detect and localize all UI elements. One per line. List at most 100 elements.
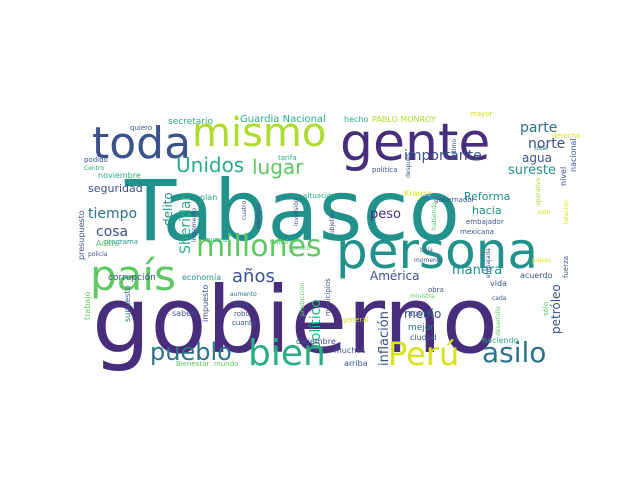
word: desarrollo <box>495 306 502 336</box>
word: Tabasco <box>124 162 460 260</box>
word: Adán <box>96 239 116 248</box>
word: noviembre <box>98 171 141 180</box>
word: sido <box>538 209 551 216</box>
word: después <box>405 153 412 178</box>
word: nunca <box>206 236 227 244</box>
word: política <box>372 166 397 174</box>
word: años <box>232 266 275 287</box>
word: manera <box>452 263 502 278</box>
word: secretario <box>168 117 213 127</box>
word: países <box>532 257 551 264</box>
word: parte <box>520 120 557 136</box>
word: general <box>342 316 369 324</box>
word: ciudad <box>410 333 437 342</box>
word: Reforma <box>464 190 510 203</box>
word: momento <box>414 257 443 264</box>
word: nivel <box>559 167 568 186</box>
word: relación <box>563 200 570 224</box>
word: economía <box>182 273 221 282</box>
word: gente <box>340 113 490 173</box>
word: mexicana <box>460 228 494 236</box>
word: podido <box>84 156 108 164</box>
word: ministra <box>410 293 435 300</box>
word: cuatro <box>241 201 248 220</box>
word: sureste <box>508 163 556 178</box>
word: supuesto <box>123 285 132 322</box>
word: vida <box>490 279 507 288</box>
word: petróleo <box>549 284 563 334</box>
word: precio <box>292 245 311 252</box>
word: país <box>90 251 176 300</box>
word: gobierno <box>92 267 498 374</box>
word: objetivo <box>329 210 336 234</box>
word: lugar <box>252 155 304 179</box>
word: Sheridan <box>178 192 194 254</box>
word: toda <box>92 118 191 169</box>
word: Guardia Nacional <box>240 114 326 125</box>
word: hecho <box>344 115 368 124</box>
word: plan <box>200 193 217 202</box>
word: acuerdo <box>520 271 553 280</box>
word: haciendo <box>482 336 519 345</box>
word: corrupción <box>108 272 156 283</box>
word: pueblo <box>150 338 232 366</box>
word: inversión <box>293 198 300 226</box>
word: derecho <box>552 132 580 140</box>
word: Centro <box>84 165 104 172</box>
word: apoyo <box>408 309 433 318</box>
word: baja <box>420 247 433 254</box>
word: Krauze <box>404 189 432 198</box>
word: bien <box>248 333 326 374</box>
word: cuanto <box>232 319 256 327</box>
word: medio <box>404 307 441 321</box>
word: operativo <box>535 177 542 206</box>
word: PABLO MONROY <box>372 115 436 124</box>
word: trabajo <box>83 291 92 320</box>
word: quiero <box>130 124 152 132</box>
word: diciembre <box>296 337 336 346</box>
word: hacia <box>472 204 502 217</box>
word: mayor <box>470 110 493 118</box>
word: sino <box>234 300 248 308</box>
word: político <box>308 299 324 350</box>
word: asilo <box>482 336 546 369</box>
word: aumento <box>230 291 257 298</box>
word: total <box>534 145 548 152</box>
word: sólo <box>542 302 550 316</box>
word: gobernador <box>434 196 475 204</box>
word: agua <box>522 151 552 165</box>
word: cosa <box>96 224 128 240</box>
word: mismo <box>192 110 326 156</box>
word: tratado <box>270 239 292 246</box>
word: impuesto <box>201 285 210 322</box>
word: robo <box>234 310 250 318</box>
word: importante <box>404 148 482 164</box>
word: programa <box>104 238 138 246</box>
word: embajador <box>466 218 504 226</box>
word: inflación <box>377 311 392 366</box>
word: arriba <box>344 359 368 368</box>
word: norte <box>528 136 565 152</box>
word: incremento <box>191 208 198 242</box>
word: millones <box>196 229 322 264</box>
word: mundo <box>214 360 238 368</box>
word: producción <box>299 283 306 316</box>
word: embajada <box>485 248 492 278</box>
word: Unidos <box>176 153 244 177</box>
word: cada <box>492 295 507 302</box>
word: delito <box>161 192 175 226</box>
word: fuerza <box>562 256 570 278</box>
word: último <box>451 139 458 158</box>
word: presupuesto <box>77 210 86 260</box>
word: obra <box>428 286 444 294</box>
word: ejemplo <box>255 204 262 228</box>
word: saben <box>172 309 196 318</box>
word: América <box>370 269 420 283</box>
word: tarifa <box>278 154 297 162</box>
word: seguridad <box>88 182 143 195</box>
word: tiempo <box>88 206 137 222</box>
word: mejor <box>408 323 434 333</box>
word: Bienestar <box>176 360 209 368</box>
word: policía <box>88 251 108 258</box>
